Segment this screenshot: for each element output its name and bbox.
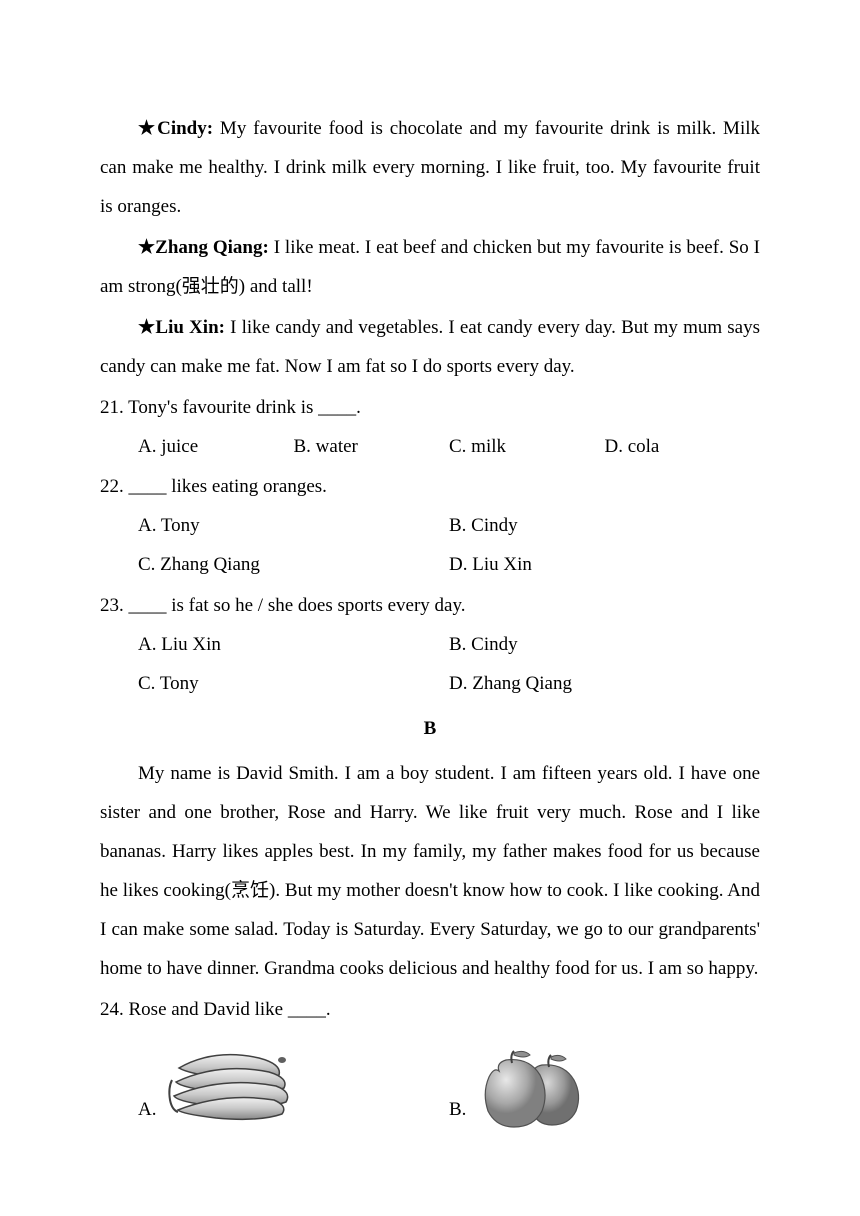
q23-stem: 23. ____ is fat so he / she does sports …: [100, 587, 760, 626]
question-24: 24. Rose and David like ____. A.: [100, 991, 760, 1130]
question-22: 22. ____ likes eating oranges. A. Tony B…: [100, 468, 760, 585]
q24-option-a: A.: [138, 1040, 449, 1130]
q23-option-d: D. Zhang Qiang: [449, 665, 760, 704]
speaker-zhang: ★Zhang Qiang:: [138, 237, 269, 258]
q21-option-c: C. milk: [449, 428, 605, 467]
speaker-cindy: ★Cindy:: [138, 118, 213, 139]
q23-option-c: C. Tony: [138, 665, 449, 704]
q23-option-a: A. Liu Xin: [138, 626, 449, 665]
q22-option-a: A. Tony: [138, 507, 449, 546]
q24-option-b: B.: [449, 1045, 760, 1130]
speaker-liu: ★Liu Xin:: [138, 317, 225, 338]
q21-option-a: A. juice: [138, 428, 294, 467]
question-23: 23. ____ is fat so he / she does sports …: [100, 587, 760, 704]
passage-cindy: ★Cindy: My favourite food is chocolate a…: [100, 110, 760, 227]
q21-options: A. juice B. water C. milk D. cola: [100, 428, 760, 467]
section-b-header: B: [100, 710, 760, 749]
q21-stem: 21. Tony's favourite drink is ____.: [100, 389, 760, 428]
q23-option-b: B. Cindy: [449, 626, 760, 665]
q23-options-row2: C. Tony D. Zhang Qiang: [100, 665, 760, 704]
q22-stem: 22. ____ likes eating oranges.: [100, 468, 760, 507]
passage-zhang: ★Zhang Qiang: I like meat. I eat beef an…: [100, 229, 760, 307]
q22-options-row1: A. Tony B. Cindy: [100, 507, 760, 546]
q24-label-b: B.: [449, 1091, 466, 1130]
q22-option-c: C. Zhang Qiang: [138, 546, 449, 585]
q24-stem: 24. Rose and David like ____.: [100, 991, 760, 1030]
q22-options-row2: C. Zhang Qiang D. Liu Xin: [100, 546, 760, 585]
apples-icon: [474, 1045, 584, 1130]
q23-options-row1: A. Liu Xin B. Cindy: [100, 626, 760, 665]
bananas-icon: [164, 1040, 294, 1130]
passage-liu: ★Liu Xin: I like candy and vegetables. I…: [100, 309, 760, 387]
q21-option-d: D. cola: [605, 428, 761, 467]
q22-option-d: D. Liu Xin: [449, 546, 760, 585]
q24-label-a: A.: [138, 1091, 156, 1130]
q24-options: A. B.: [100, 1040, 760, 1130]
q21-option-b: B. water: [294, 428, 450, 467]
q22-option-b: B. Cindy: [449, 507, 760, 546]
passage-b: My name is David Smith. I am a boy stude…: [100, 755, 760, 989]
question-21: 21. Tony's favourite drink is ____. A. j…: [100, 389, 760, 467]
